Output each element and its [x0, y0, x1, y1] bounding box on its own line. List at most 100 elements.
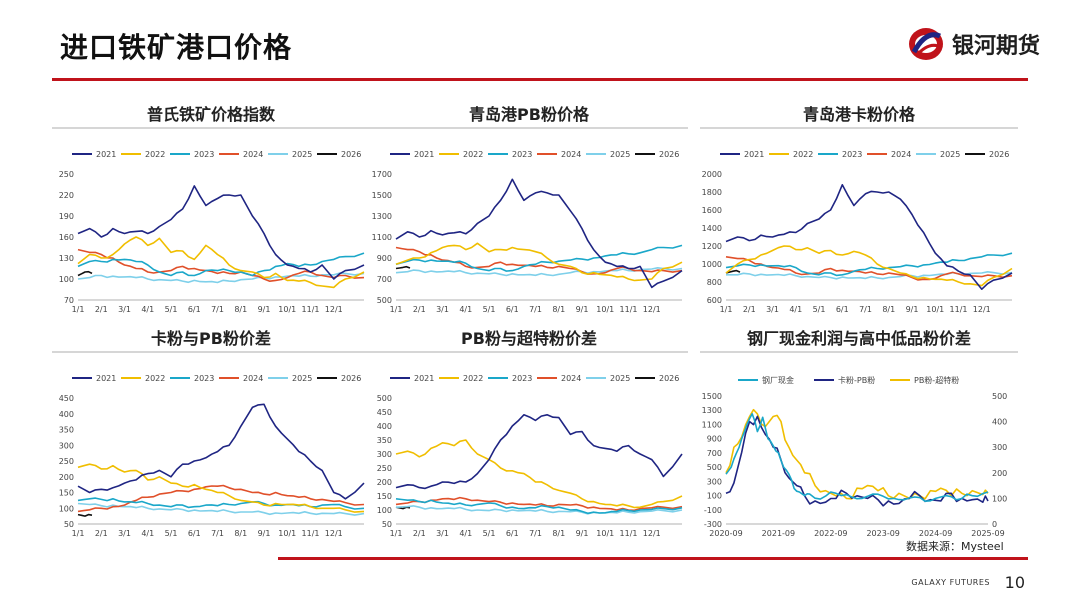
x-tick-label: 2023-09 [866, 529, 899, 538]
x-tick-label: 4/1 [141, 529, 154, 538]
series-line-2022 [77, 236, 365, 289]
y2-tick-label: 500 [992, 392, 1007, 401]
chart-title-band [52, 98, 370, 128]
y-tick-label: 1300 [372, 212, 392, 221]
chart-kabao: 青岛港卡粉价格 2021 2022 2023 2024 2025 2026 600 800 100… [700, 98, 1018, 320]
legend-label: 2024 [243, 374, 263, 383]
x-tick-label: 1/1 [390, 305, 403, 314]
x-tick-label: 5/1 [165, 305, 178, 314]
y-tick-label: 250 [59, 457, 74, 466]
x-tick-label: 4/1 [141, 305, 154, 314]
y2-tick-label: 200 [992, 469, 1007, 478]
x-tick-label: 2/1 [95, 305, 108, 314]
legend-label: 2026 [341, 150, 361, 159]
chart-pb: 青岛港PB粉价格 2021 2022 2023 2024 2025 2026 500 700 90… [370, 98, 688, 320]
x-tick-label: 12/1 [325, 305, 343, 314]
x-tick-label: 11/1 [620, 305, 638, 314]
chart-title: PB粉与超特粉价差 [461, 329, 597, 348]
series-line-2024 [725, 256, 1013, 281]
y-tick-label: 2000 [702, 170, 722, 179]
chart-title: 青岛港卡粉价格 [803, 105, 916, 124]
legend-label: 2023 [842, 150, 862, 159]
y-tick-label: -300 [704, 520, 722, 529]
y-tick-label: 300 [59, 441, 74, 450]
series-line-2023 [725, 252, 1013, 277]
x-tick-label: 5/1 [483, 529, 496, 538]
chart-svg: PB粉与超特粉价差 2021 2022 2023 2024 2025 2026 50 100 15… [370, 322, 688, 538]
x-tick-label: 7/1 [211, 305, 224, 314]
y-tick-label: 200 [377, 478, 392, 487]
x-tick-label: 12/1 [973, 305, 991, 314]
x-tick-label: 11/1 [302, 529, 320, 538]
x-tick-label: 12/1 [643, 305, 661, 314]
x-tick-label: 11/1 [620, 529, 638, 538]
chart-title-band [52, 322, 370, 352]
x-tick-label: 7/1 [859, 305, 872, 314]
series-line-2026 [395, 265, 411, 270]
footer-divider [278, 557, 1028, 560]
x-tick-label: 7/1 [529, 529, 542, 538]
x-tick-label: 2022-09 [814, 529, 847, 538]
data-source: 数据来源：Mysteel [906, 540, 1004, 553]
series-line-2024 [77, 484, 365, 513]
y2-tick-label: 100 [992, 494, 1007, 503]
y-tick-label: 200 [59, 473, 74, 482]
legend-label: 2025 [940, 150, 960, 159]
chart-svg: 普氏铁矿价格指数 2021 2022 2023 2024 2025 2026 70 100 130… [52, 98, 370, 314]
y-tick-label: 100 [59, 504, 74, 513]
x-tick-label: 11/1 [302, 305, 320, 314]
x-tick-label: 2/1 [95, 529, 108, 538]
chart-ka-pb: 卡粉与PB粉价差 2021 2022 2023 2024 2025 2026 50 100 150… [52, 322, 370, 544]
series-line-2026 [77, 270, 93, 277]
legend-label: 2021 [96, 374, 116, 383]
legend-label: 2024 [561, 374, 581, 383]
x-tick-label: 5/1 [813, 305, 826, 314]
header-divider [52, 78, 1028, 81]
x-tick-label: 9/1 [576, 305, 589, 314]
x-tick-label: 4/1 [459, 305, 472, 314]
y-tick-label: 1300 [702, 406, 722, 415]
series-line-2021 [725, 184, 1013, 290]
chart-title: 普氏铁矿价格指数 [147, 105, 276, 124]
series-line-2023 [395, 244, 683, 272]
x-tick-label: 4/1 [459, 529, 472, 538]
x-tick-label: 2/1 [413, 529, 426, 538]
y-tick-label: 350 [59, 426, 74, 435]
y-tick-label: 300 [707, 477, 722, 486]
y-tick-label: 250 [377, 464, 392, 473]
series-line-2023 [77, 252, 365, 277]
y-tick-label: 50 [64, 520, 74, 529]
y-tick-label: 150 [377, 492, 392, 501]
chart-title-band [700, 322, 1018, 352]
y-tick-label: 700 [707, 449, 722, 458]
x-tick-label: 5/1 [165, 529, 178, 538]
legend-label: 2021 [96, 150, 116, 159]
series-line-钢厂现金 [725, 413, 989, 502]
legend-label: 钢厂现金 [762, 375, 794, 385]
x-tick-label: 4/1 [789, 305, 802, 314]
y-tick-label: 700 [377, 275, 392, 284]
legend-label: 2022 [463, 374, 483, 383]
chart-platts: 普氏铁矿价格指数 2021 2022 2023 2024 2025 2026 70 100 130… [52, 98, 370, 320]
x-tick-label: 2/1 [743, 305, 756, 314]
x-tick-label: 10/1 [596, 305, 614, 314]
x-tick-label: 2/1 [413, 305, 426, 314]
chart-title-band [370, 322, 688, 352]
x-tick-label: 9/1 [906, 305, 919, 314]
series-line-2022 [395, 439, 683, 509]
brand-logo: 银河期货 [908, 26, 1040, 62]
x-tick-label: 3/1 [436, 305, 449, 314]
legend-label: 2023 [194, 374, 214, 383]
y-tick-label: 1000 [702, 260, 722, 269]
chart-svg: 青岛港卡粉价格 2021 2022 2023 2024 2025 2026 600 800 100… [700, 98, 1018, 314]
y-tick-label: -100 [704, 506, 722, 515]
x-tick-label: 9/1 [258, 305, 271, 314]
chart-profit: 钢厂现金利润与高中低品粉价差 钢厂现金 卡粉-PB粉 PB粉-超特粉 -300 -100 1… [700, 322, 1018, 544]
x-tick-label: 6/1 [188, 529, 201, 538]
x-tick-label: 9/1 [258, 529, 271, 538]
x-tick-label: 3/1 [118, 305, 131, 314]
legend-label: 2021 [744, 150, 764, 159]
y-tick-label: 500 [377, 296, 392, 305]
y2-tick-label: 400 [992, 418, 1007, 427]
x-tick-label: 8/1 [234, 529, 247, 538]
